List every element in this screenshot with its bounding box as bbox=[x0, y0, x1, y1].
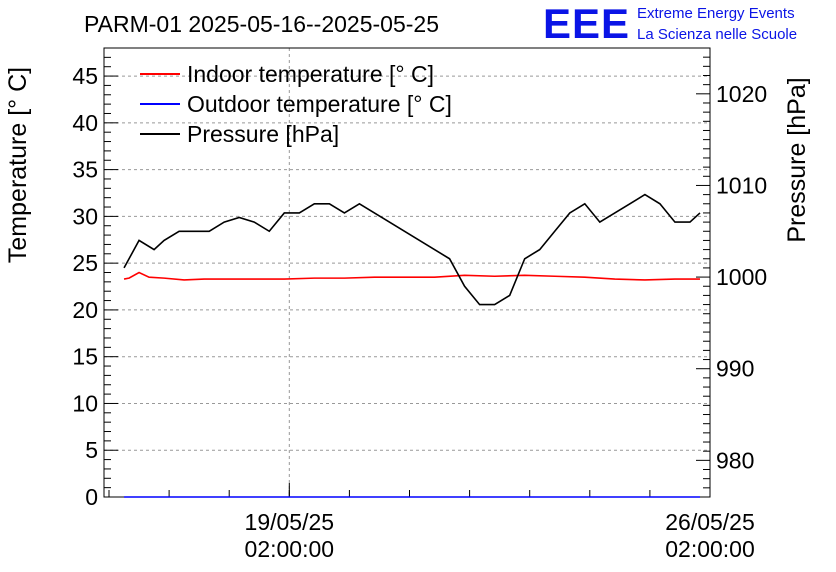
y-tick-label: 40 bbox=[72, 110, 98, 136]
legend: Indoor temperature [° C] Outdoor temperat… bbox=[140, 61, 452, 147]
y-tick-label: 35 bbox=[72, 157, 98, 183]
x-tick-label-date: 19/05/25 bbox=[245, 509, 335, 535]
legend-label-0: Indoor temperature [° C] bbox=[187, 61, 434, 87]
chart-title: PARM-01 2025-05-16--2025-05-25 bbox=[84, 11, 439, 37]
y-tick-label: 15 bbox=[72, 344, 98, 370]
y-axis-label: Temperature [° C] bbox=[4, 67, 32, 263]
axes: 0 5 10 15 20 25 30 35 40 45 980 990 1000 1010 1020 19/0… bbox=[72, 47, 767, 562]
grid-lines bbox=[104, 48, 711, 497]
y-tick-label: 45 bbox=[72, 63, 98, 89]
y-tick-label: 30 bbox=[72, 203, 98, 229]
org-line-1: Extreme Energy Events bbox=[637, 5, 795, 22]
x-tick-label-time: 02:00:00 bbox=[665, 536, 755, 562]
x-tick-label-date: 26/05/25 bbox=[665, 509, 755, 535]
y2-tick-label: 1020 bbox=[716, 81, 767, 107]
eee-logo: EEE bbox=[543, 0, 630, 47]
y2-tick-label: 1000 bbox=[716, 264, 767, 290]
legend-label-1: Outdoor temperature [° C] bbox=[187, 91, 452, 117]
y-tick-label: 25 bbox=[72, 250, 98, 276]
y2-tick-label: 1010 bbox=[716, 172, 767, 198]
org-line-2: La Scienza nelle Scuole bbox=[637, 26, 797, 43]
series-group bbox=[123, 193, 701, 498]
y2-tick-label: 990 bbox=[716, 356, 754, 382]
y-tick-label: 0 bbox=[85, 484, 98, 510]
series-line-0 bbox=[123, 271, 700, 281]
y-tick-label: 5 bbox=[85, 437, 98, 463]
y2-axis-label: Pressure [hPa] bbox=[783, 77, 811, 242]
x-tick-label-time: 02:00:00 bbox=[245, 536, 335, 562]
y-tick-label: 10 bbox=[72, 390, 98, 416]
y2-tick-label: 980 bbox=[716, 447, 754, 473]
legend-label-2: Pressure [hPa] bbox=[187, 121, 339, 147]
y-tick-label: 20 bbox=[72, 297, 98, 323]
series-line-2 bbox=[123, 193, 701, 306]
